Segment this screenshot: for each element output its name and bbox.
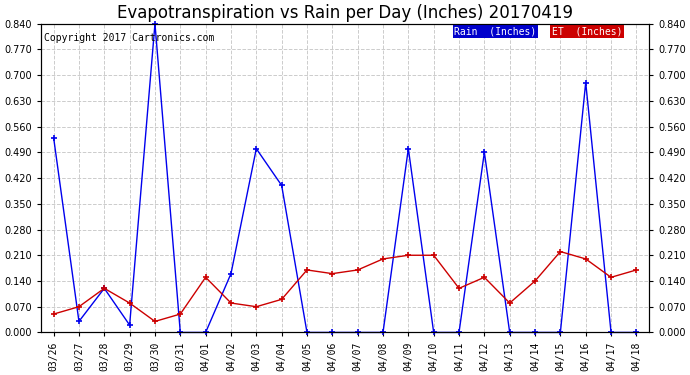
Text: Copyright 2017 Cartronics.com: Copyright 2017 Cartronics.com	[44, 33, 215, 43]
Title: Evapotranspiration vs Rain per Day (Inches) 20170419: Evapotranspiration vs Rain per Day (Inch…	[117, 4, 573, 22]
Text: Rain  (Inches): Rain (Inches)	[455, 27, 537, 36]
Text: ET  (Inches): ET (Inches)	[552, 27, 622, 36]
